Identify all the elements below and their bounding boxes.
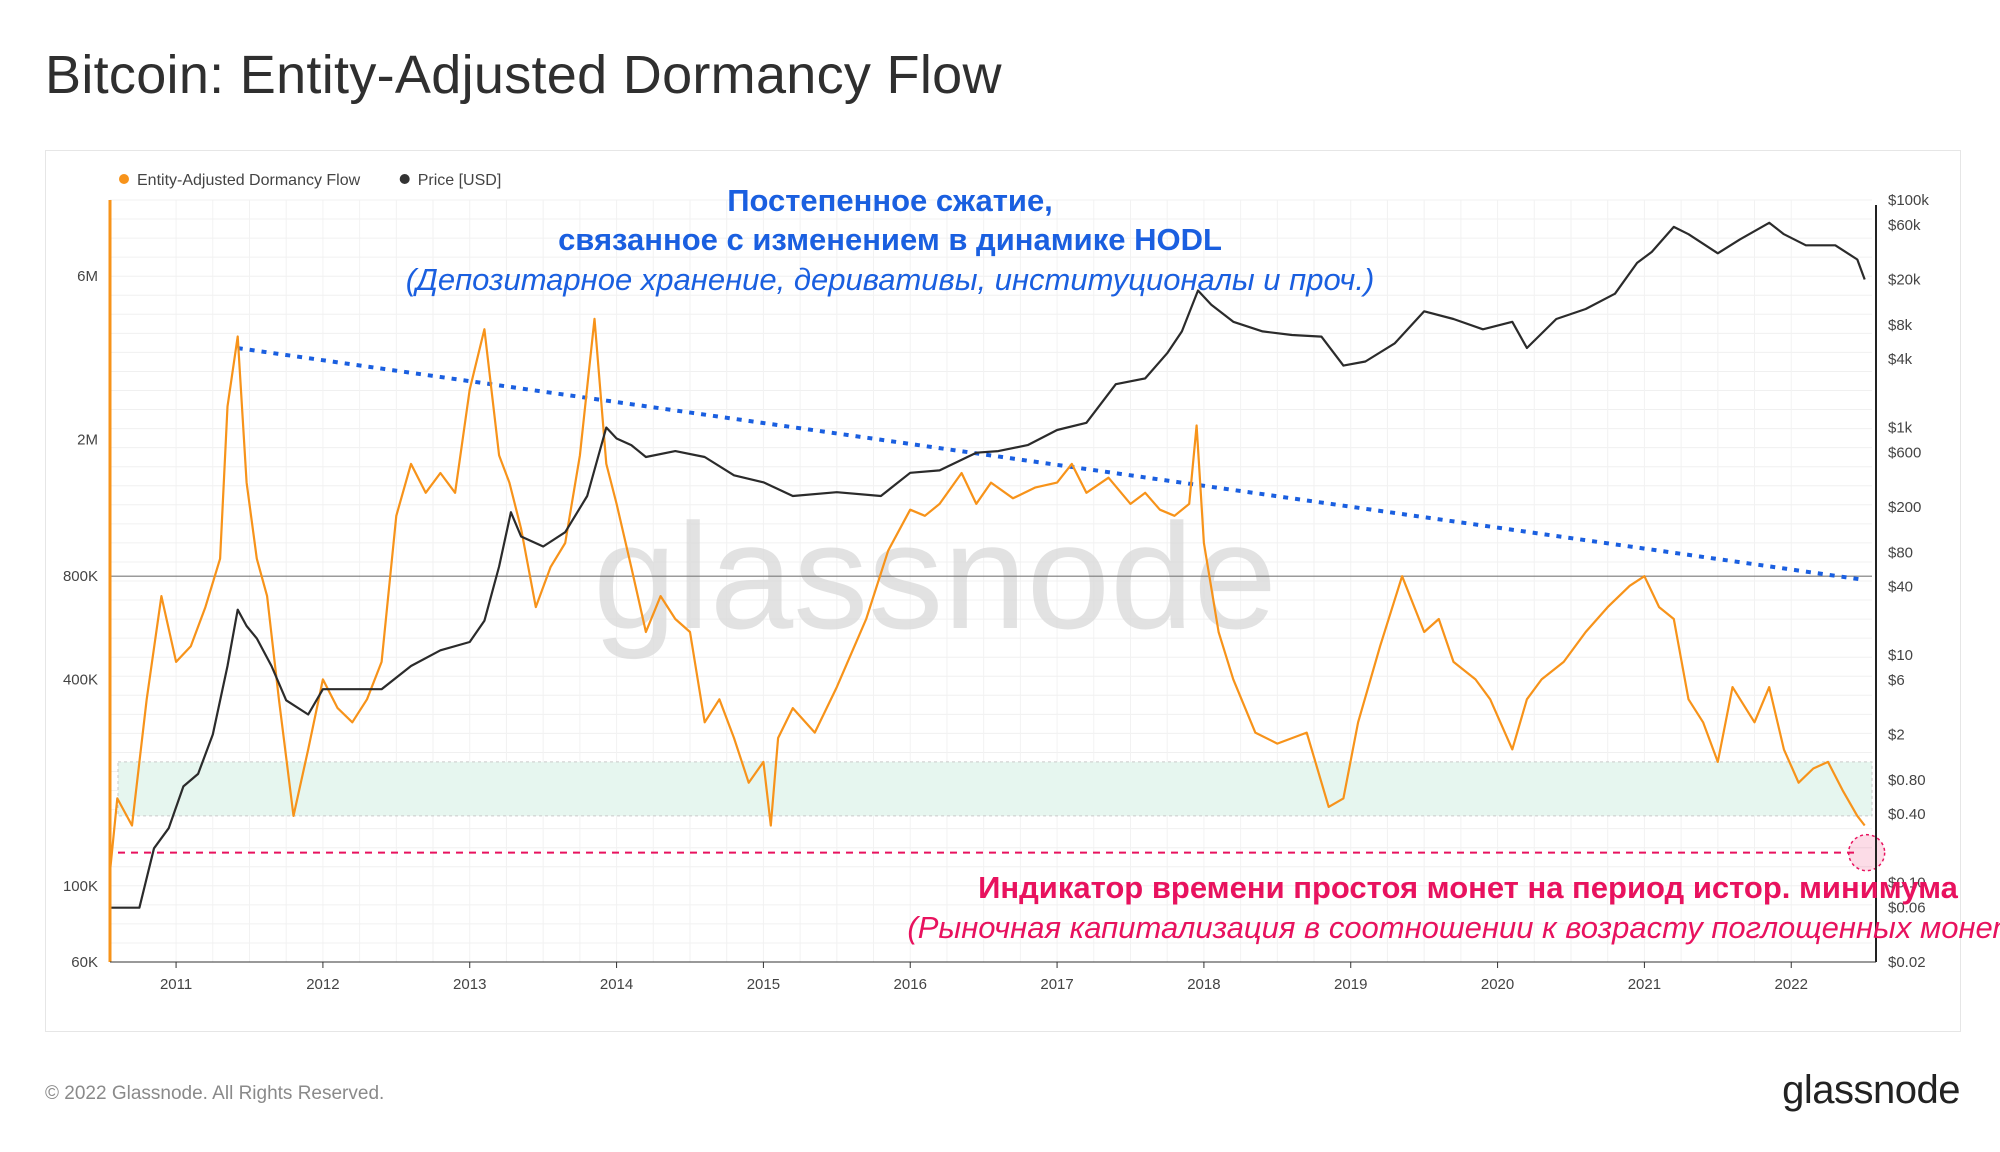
y-right-tick-label: $4k	[1888, 351, 1913, 368]
y-right-tick-label: $20k	[1888, 272, 1921, 289]
y-left-tick-label: 60K	[71, 954, 98, 971]
copyright: © 2022 Glassnode. All Rights Reserved.	[45, 1083, 385, 1104]
x-tick-label: 2020	[1481, 976, 1514, 993]
x-tick-label: 2014	[600, 976, 633, 993]
series-line	[108, 317, 1866, 872]
series-line	[110, 221, 1866, 909]
annotations: Постепенное сжатие, связанное с изменени…	[406, 183, 2000, 945]
y-left-tick-label: 800K	[63, 568, 98, 585]
compression-note: (Депозитарное хранение, деривативы, инст…	[406, 262, 1375, 297]
x-tick-label: 2015	[747, 976, 780, 993]
low-note: (Рыночная капитализация в соотношении к …	[907, 910, 2000, 945]
y-right-tick-label: $0.06	[1888, 900, 1926, 917]
y-right-tick-label: $0.80	[1888, 772, 1926, 789]
x-tick-label: 2011	[160, 976, 192, 993]
y-right-tick-label: $40	[1888, 579, 1913, 596]
compression-title: Постепенное сжатие,	[727, 183, 1053, 218]
y-left-tick-label: 100K	[63, 878, 98, 895]
y-right-tick-label: $0.02	[1888, 954, 1926, 971]
band	[117, 761, 1873, 817]
series	[108, 221, 1866, 909]
legend-marker	[399, 174, 410, 184]
y-right-tick-label: $80	[1888, 544, 1913, 561]
legend-label: Entity-Adjusted Dormancy Flow	[137, 172, 361, 189]
x-tick-label: 2018	[1187, 976, 1220, 993]
x-tick-label: 2012	[306, 976, 339, 993]
y-right-tick-label: $2	[1888, 727, 1905, 744]
y-right-tick-label: $6	[1888, 672, 1905, 689]
y-left-tick-label: 6M	[77, 268, 98, 285]
y-right-tick-label: $100k	[1888, 192, 1929, 209]
compression-subtitle: связанное с изменением в динамике HODL	[558, 222, 1222, 257]
low-highlight-marker	[1847, 833, 1886, 872]
compression-trend-line	[237, 346, 1865, 582]
low-title: Индикатор времени простоя монет на перио…	[978, 870, 1959, 905]
y-right-tick-label: $0.40	[1888, 806, 1926, 823]
glassnode-logo: glassnode	[1782, 1068, 1960, 1112]
band-region	[117, 761, 1873, 817]
y-right-tick-label: $1k	[1888, 419, 1913, 436]
page-title: Bitcoin: Entity-Adjusted Dormancy Flow	[45, 45, 1002, 105]
axes: 6M 2M 800K 400K 100K 60K $100k $60k $20k $8k $4k $1…	[63, 192, 1929, 993]
x-tick-label: 2019	[1334, 976, 1367, 993]
legend: Entity-Adjusted Dormancy Flow Price [USD]	[119, 172, 501, 189]
x-tick-label: 2013	[453, 976, 486, 993]
y-right-tick-label: $600	[1888, 445, 1921, 462]
x-tick-label: 2017	[1040, 976, 1073, 993]
y-right-tick-label: $10	[1888, 647, 1913, 664]
x-tick-label: 2021	[1628, 976, 1661, 993]
y-left-tick-label: 2M	[77, 432, 98, 449]
x-tick-label: 2022	[1775, 976, 1808, 993]
y-right-tick-label: $8k	[1888, 317, 1913, 334]
y-right-tick-label: $200	[1888, 499, 1921, 516]
y-right-tick-label: $60k	[1888, 217, 1921, 234]
legend-marker	[119, 174, 129, 184]
x-tick-label: 2016	[894, 976, 927, 993]
y-left-tick-label: 400K	[63, 671, 98, 688]
grid	[110, 199, 1872, 963]
y-right-tick-label: $0.10	[1888, 874, 1926, 891]
chart-frame	[45, 150, 1961, 1032]
legend-label: Price [USD]	[418, 172, 502, 189]
